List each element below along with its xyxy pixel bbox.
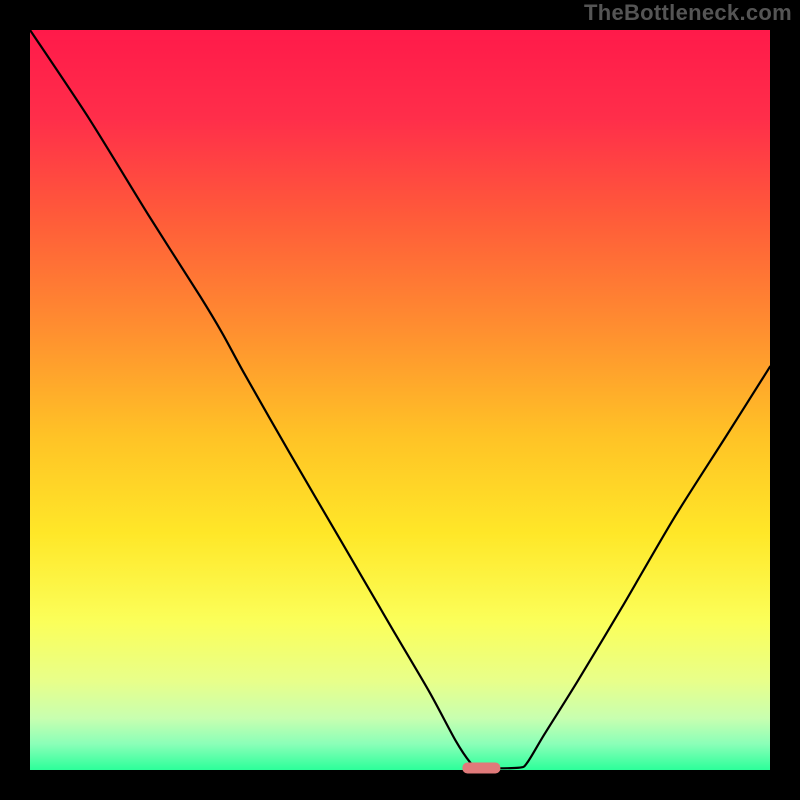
watermark-text: TheBottleneck.com bbox=[584, 0, 792, 26]
optimal-marker bbox=[462, 763, 500, 774]
plot-background bbox=[30, 30, 770, 770]
bottleneck-chart bbox=[0, 0, 800, 800]
